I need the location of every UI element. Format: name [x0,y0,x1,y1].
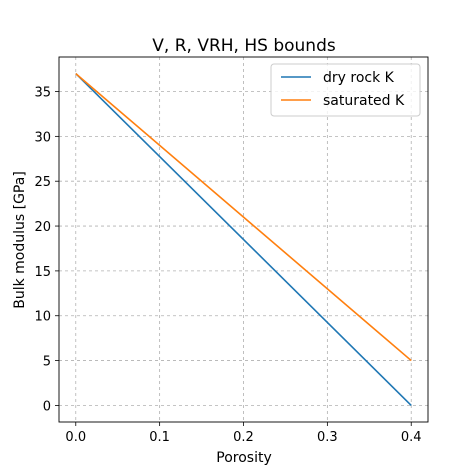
y-tick-label: 0 [43,399,51,414]
chart-title: V, R, VRH, HS bounds [152,36,336,56]
y-tick-label: 20 [34,220,51,235]
x-tick-label: 0.3 [317,430,338,445]
x-tick-label: 0.1 [149,430,170,445]
legend-label-dry-rock: dry rock K [323,70,395,86]
y-tick-label: 5 [43,355,51,370]
x-axis-label: Porosity [216,450,271,466]
y-tick-label: 25 [34,175,51,190]
dry-rock-k-line [75,73,412,406]
series-layer [75,72,412,406]
legend-label-saturated: saturated K [323,93,405,109]
x-tick-label: 0.0 [65,430,86,445]
y-tick-label: 35 [34,86,51,101]
y-axis-label: Bulk modulus [GPa] [12,171,28,309]
ticks: 0.0 0.1 0.2 0.3 0.4 0 5 10 15 20 25 30 35 [34,86,421,445]
x-tick-label: 0.4 [401,430,422,445]
legend: dry rock K saturated K [270,63,421,117]
y-tick-label: 15 [34,265,51,280]
y-tick-label: 10 [34,310,51,325]
x-tick-label: 0.2 [233,430,254,445]
y-tick-label: 30 [34,130,51,145]
saturated-k-line [75,72,412,362]
